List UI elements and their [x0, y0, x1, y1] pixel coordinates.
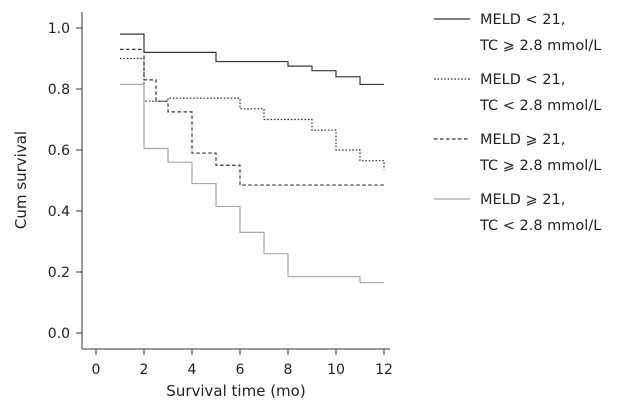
x-tick-label: 6	[236, 362, 245, 378]
x-tick-label: 0	[92, 362, 101, 378]
y-tick-label: 1.0	[48, 21, 70, 37]
series-line-1	[120, 33, 384, 86]
x-tick-label: 4	[188, 362, 197, 378]
legend: MELD < 21, TC ⩾ 2.8 mmol/L MELD < 21, TC < …	[434, 12, 601, 234]
x-tick-label: 12	[375, 362, 393, 378]
series-line-4	[120, 83, 384, 284]
axes	[81, 12, 390, 350]
legend-label: MELD < 21,	[480, 72, 565, 88]
legend-label: TC < 2.8 mmol/L	[479, 98, 601, 114]
y-tick-label: 0.0	[48, 326, 70, 342]
legend-label: MELD ⩾ 21,	[480, 192, 565, 208]
legend-label: MELD < 21,	[480, 12, 565, 28]
legend-label: TC ⩾ 2.8 mmol/L	[479, 38, 601, 54]
legend-label: TC ⩾ 2.8 mmol/L	[479, 158, 601, 174]
y-tick-label: 0.4	[48, 204, 70, 220]
x-tick-label: 2	[140, 362, 149, 378]
y-tick-label: 0.6	[48, 143, 70, 159]
x-tick-label: 8	[284, 362, 293, 378]
legend-label: TC < 2.8 mmol/L	[479, 218, 601, 234]
y-tick-label: 0.2	[48, 265, 70, 281]
x-axis-title: Survival time (mo)	[166, 382, 305, 400]
series-lines	[120, 33, 385, 284]
x-ticks: 0 2 4 6 8 10 12	[92, 349, 393, 378]
y-tick-label: 0.8	[48, 82, 70, 98]
series-line-2	[120, 57, 385, 170]
y-axis-title: Cum survival	[12, 131, 30, 229]
y-ticks: 0.0 0.2 0.4 0.6 0.8 1.0	[48, 21, 82, 342]
x-tick-label: 10	[327, 362, 345, 378]
series-line-3	[120, 48, 384, 186]
legend-label: MELD ⩾ 21,	[480, 132, 565, 148]
